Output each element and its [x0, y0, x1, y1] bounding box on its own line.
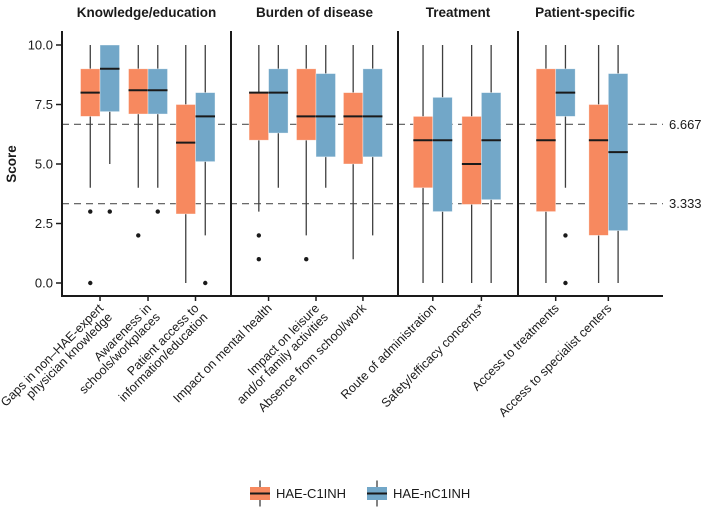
box-group-hae-nc1inh — [481, 45, 502, 283]
box — [147, 68, 168, 115]
box-group-hae-nc1inh — [555, 45, 576, 286]
panel-title-burden-of-disease: Burden of disease — [256, 5, 374, 20]
outlier-dot — [304, 257, 309, 262]
legend-label-hae-nc1inh: HAE-nC1INH — [393, 486, 470, 501]
box — [412, 116, 434, 189]
outlier-dot — [563, 280, 568, 286]
box — [461, 116, 482, 205]
legend-key-hae-nc1inh — [367, 480, 387, 507]
box-group-hae-nc1inh — [315, 45, 336, 188]
legend-label-hae-c1inh: HAE-C1INH — [276, 486, 346, 501]
box — [128, 68, 149, 115]
box — [195, 92, 216, 162]
outlier-dot — [136, 233, 141, 238]
box-group-hae-nc1inh — [195, 45, 216, 286]
box-group-hae-nc1inh — [99, 44, 120, 214]
box-group-hae-nc1inh — [147, 45, 168, 214]
box-group-hae-nc1inh — [268, 45, 289, 188]
box-group-hae-c1inh — [80, 45, 101, 286]
box — [481, 92, 502, 201]
outlier-dot — [88, 209, 93, 214]
box — [362, 68, 383, 158]
box — [268, 68, 289, 134]
boxes-layer — [80, 44, 629, 286]
box-group-hae-nc1inh — [607, 45, 629, 283]
box-group-hae-c1inh — [461, 45, 482, 283]
box — [588, 104, 609, 236]
box-group-hae-c1inh — [248, 45, 269, 262]
box — [315, 73, 336, 158]
box — [343, 92, 364, 165]
legend-key-hae-c1inh — [250, 480, 270, 507]
box — [432, 97, 453, 212]
box-group-hae-nc1inh — [432, 45, 453, 283]
box-group-hae-c1inh — [412, 45, 434, 283]
y-axis-title: Score — [4, 145, 19, 183]
outlier-dot — [256, 233, 262, 238]
legend: HAE-C1INH HAE-nC1INH — [250, 480, 470, 507]
y-tick-label: 0.0 — [35, 276, 53, 291]
box-group-hae-c1inh — [343, 45, 364, 260]
box — [99, 44, 120, 112]
box-group-hae-c1inh — [296, 45, 317, 262]
reference-line-label-upper: 6.667 — [669, 117, 702, 132]
box-group-hae-c1inh — [535, 45, 557, 283]
panel-title-knowledge-education: Knowledge/education — [77, 5, 217, 20]
box — [296, 68, 317, 141]
box — [248, 92, 269, 141]
y-tick-label: 2.5 — [35, 216, 53, 231]
box — [175, 104, 196, 215]
outlier-dot — [155, 209, 160, 214]
outlier-dot — [563, 233, 568, 238]
y-tick-label: 7.5 — [35, 97, 53, 112]
box-group-hae-c1inh — [128, 45, 149, 238]
y-tick-label: 5.0 — [35, 157, 53, 172]
box-group-hae-c1inh — [175, 45, 196, 283]
box-group-hae-nc1inh — [362, 45, 383, 236]
box-group-hae-c1inh — [588, 45, 609, 283]
y-tick-label: 10.0 — [28, 38, 53, 53]
panel-title-treatment: Treatment — [426, 5, 491, 20]
outlier-dot — [107, 209, 112, 214]
outlier-dot — [88, 280, 93, 286]
panel-title-patient-specific: Patient-specific — [535, 5, 635, 20]
reference-line-label-lower: 3.333 — [669, 196, 702, 211]
x-tick-label: Safety/efficacy concerns* — [379, 301, 488, 410]
outlier-dot — [203, 280, 208, 286]
x-tick-label: Access to specialist centers — [496, 301, 614, 419]
outlier-dot — [256, 257, 262, 262]
